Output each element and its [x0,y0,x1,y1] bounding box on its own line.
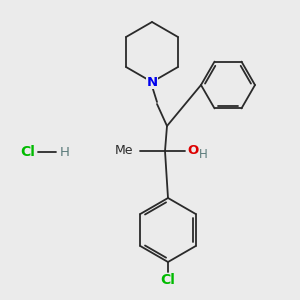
Text: O: O [188,143,199,157]
Text: H: H [60,146,70,158]
Text: N: N [146,76,158,88]
Text: Cl: Cl [21,145,35,159]
Text: Me: Me [115,145,133,158]
Text: H: H [199,148,207,160]
Text: Cl: Cl [160,273,175,287]
